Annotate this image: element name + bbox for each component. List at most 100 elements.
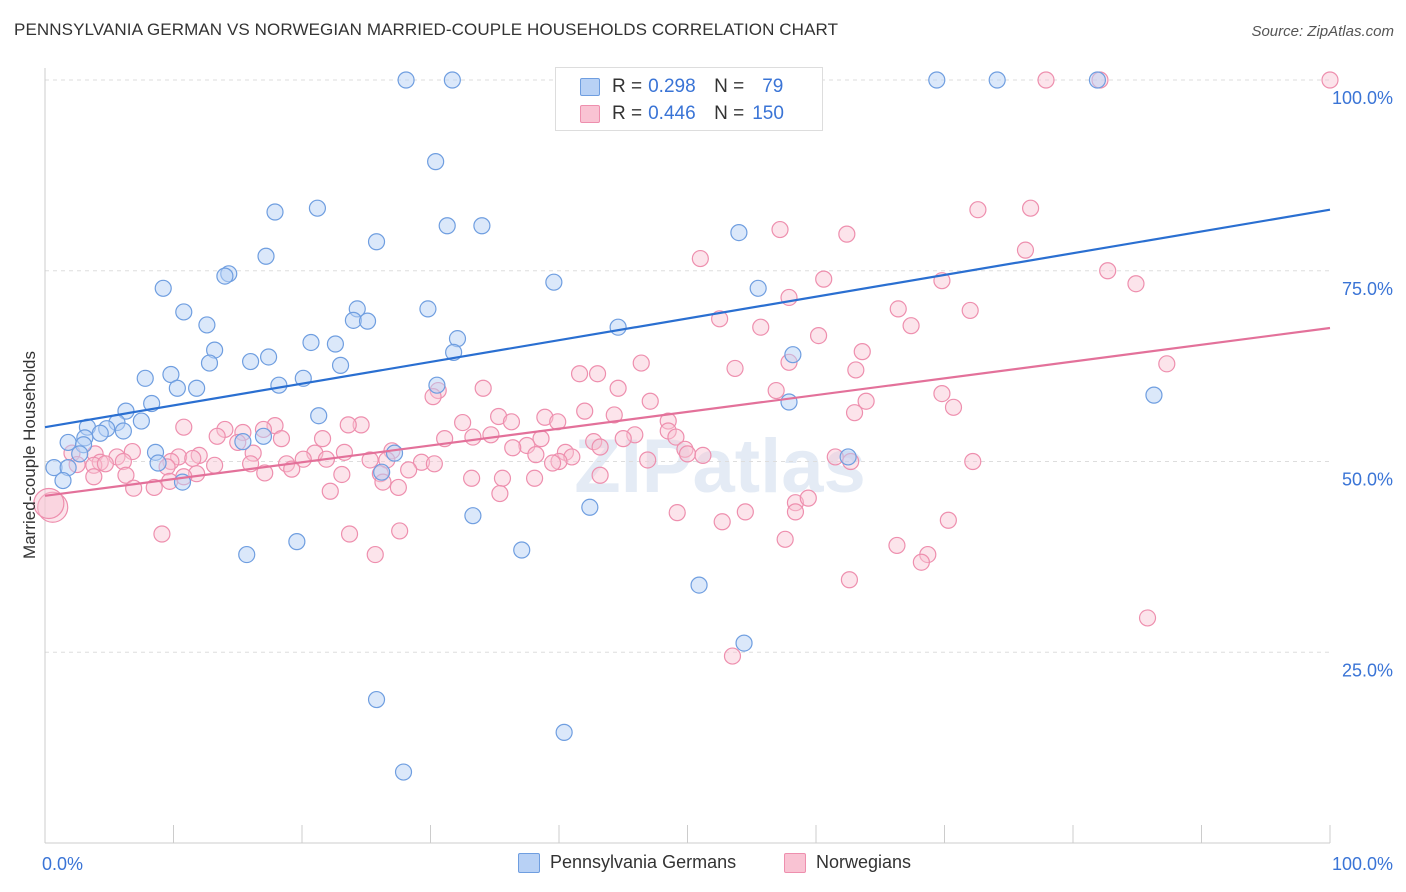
point-norwegians: [504, 439, 522, 457]
trendline-pennsylvania-germans: [44, 208, 1331, 429]
point-norwegians: [1321, 71, 1339, 89]
point-pennsylvania-germans: [288, 533, 306, 551]
point-norwegians: [969, 201, 987, 219]
point-norwegians: [464, 428, 482, 446]
point-pennsylvania-germans: [394, 763, 413, 781]
point-norwegians: [736, 503, 754, 521]
point-pennsylvania-germans: [270, 376, 288, 394]
point-pennsylvania-germans: [473, 217, 491, 235]
point-pennsylvania-germans: [302, 333, 320, 352]
legend-r-label: R =: [612, 76, 643, 97]
point-pennsylvania-germans: [234, 433, 252, 451]
point-pennsylvania-germans: [839, 448, 857, 466]
point-pennsylvania-germans: [308, 199, 327, 217]
point-pennsylvania-germans: [162, 365, 180, 384]
point-pennsylvania-germans: [419, 300, 437, 318]
y-tick-label: 100.0%: [1332, 88, 1393, 108]
point-norwegians: [502, 413, 521, 431]
point-norwegians: [961, 301, 979, 320]
point-pennsylvania-germans: [367, 690, 386, 709]
point-norwegians: [527, 446, 545, 464]
point-pennsylvania-germans: [749, 279, 767, 297]
point-norwegians: [96, 455, 114, 473]
point-norwegians: [352, 416, 370, 434]
point-norwegians: [889, 300, 907, 318]
point-pennsylvania-germans: [175, 303, 193, 321]
point-pennsylvania-germans: [385, 444, 404, 462]
point-norwegians: [1158, 355, 1176, 373]
legend-n-value: 79: [762, 76, 784, 97]
point-norwegians: [576, 402, 594, 420]
point-norwegians: [591, 466, 609, 484]
point-pennsylvania-germans: [257, 247, 275, 265]
point-norwegians: [389, 478, 407, 497]
point-norwegians: [391, 522, 409, 540]
point-pennsylvania-germans: [555, 723, 573, 741]
point-pennsylvania-germans: [427, 153, 445, 171]
point-norwegians: [333, 465, 351, 484]
point-norwegians: [117, 466, 135, 484]
point-norwegians: [175, 418, 193, 436]
point-pennsylvania-germans: [149, 454, 167, 472]
legend-label: Norwegians: [816, 852, 912, 872]
point-norwegians: [809, 327, 828, 345]
point-norwegians: [188, 465, 206, 483]
point-norwegians: [857, 392, 875, 410]
point-pennsylvania-germans: [259, 348, 278, 366]
point-pennsylvania-germans: [198, 316, 216, 334]
point-norwegians: [659, 412, 677, 430]
point-norwegians: [570, 365, 589, 383]
point-norwegians: [543, 454, 562, 472]
point-norwegians: [964, 452, 982, 471]
point-norwegians: [1099, 262, 1117, 280]
point-norwegians: [588, 365, 607, 383]
point-norwegians: [668, 504, 686, 522]
point-norwegians: [591, 438, 609, 456]
legend-n-value: 150: [752, 103, 784, 124]
point-pennsylvania-germans: [326, 335, 345, 353]
x-tick-label: 100.0%: [1332, 854, 1393, 874]
point-norwegians: [366, 545, 384, 564]
point-norwegians: [550, 452, 568, 471]
point-norwegians: [902, 317, 920, 335]
point-pennsylvania-germans: [609, 318, 627, 336]
y-tick-label: 75.0%: [1342, 279, 1393, 299]
point-norwegians: [786, 503, 805, 521]
point-norwegians: [752, 318, 770, 336]
point-norwegians: [840, 571, 859, 589]
point-norwegians: [474, 379, 492, 397]
source-label: Source: ZipAtlas.com: [1251, 23, 1394, 40]
point-norwegians: [605, 406, 623, 424]
point-norwegians: [888, 536, 906, 555]
point-pennsylvania-germans: [132, 412, 150, 430]
point-norwegians: [145, 478, 163, 497]
point-pennsylvania-germans: [438, 217, 456, 235]
point-norwegians: [1037, 71, 1055, 89]
legend-swatch-blue: [518, 852, 540, 873]
x-tick-label: 0.0%: [42, 854, 83, 874]
point-norwegians: [339, 416, 357, 434]
point-pennsylvania-germans: [428, 376, 446, 394]
stats-legend: R = 0.298 N = 79 R = 0.446 N = 150: [555, 67, 823, 131]
point-norwegians: [853, 343, 871, 361]
point-pennsylvania-germans: [690, 576, 708, 594]
point-pennsylvania-germans: [358, 312, 377, 330]
point-pennsylvania-germans: [784, 346, 802, 364]
point-pennsylvania-germans: [928, 71, 946, 89]
point-norwegians: [400, 461, 418, 479]
point-pennsylvania-germans: [71, 445, 89, 463]
y-tick-label: 25.0%: [1342, 660, 1393, 680]
point-norwegians: [1127, 275, 1145, 293]
point-pennsylvania-germans: [581, 498, 599, 516]
point-norwegians: [711, 310, 729, 328]
watermark: ZIPatlas: [574, 424, 865, 509]
point-norwegians: [313, 430, 332, 448]
point-pennsylvania-germans: [136, 369, 154, 387]
point-norwegians: [1138, 609, 1157, 627]
point-norwegians: [340, 525, 359, 543]
point-pennsylvania-germans: [200, 354, 219, 372]
point-norwegians: [776, 530, 794, 548]
point-pennsylvania-germans: [310, 407, 328, 425]
point-norwegians: [482, 426, 500, 444]
point-norwegians: [536, 408, 554, 426]
